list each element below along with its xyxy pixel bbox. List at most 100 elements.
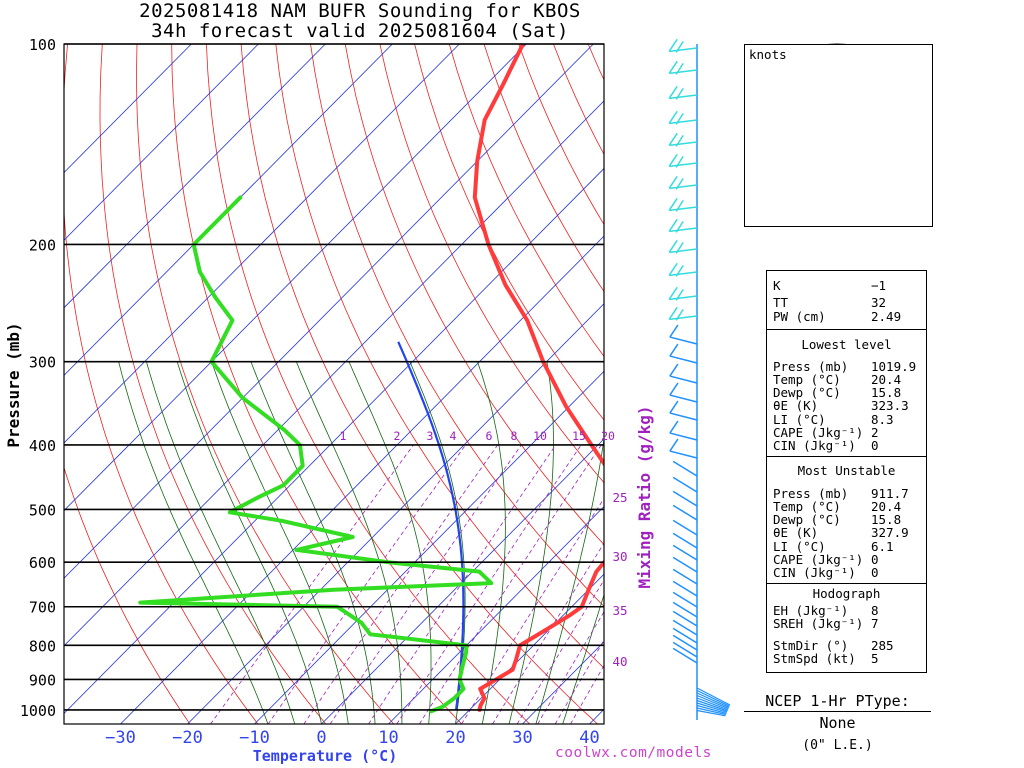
ptype-divider: [744, 711, 931, 712]
hodograph-units-label: knots: [749, 47, 787, 62]
isotherm: [64, 44, 594, 579]
mixing-ratio-label: 1: [340, 429, 347, 443]
wind-barb: [669, 141, 698, 147]
wind-barb-flag: [669, 363, 679, 377]
isotherm: [64, 44, 192, 174]
wind-barb-flag: [675, 264, 684, 277]
isotherm: [64, 44, 460, 444]
dry-adiabat: [310, 44, 604, 607]
moist-adiabat: [508, 361, 554, 724]
temperature-tick-label: 20: [445, 728, 465, 748]
wind-barb-flag: [668, 110, 678, 124]
mixing-ratio-line: [396, 444, 582, 724]
wind-barb: [672, 490, 698, 507]
wind-barb-flag: [669, 343, 679, 357]
mixing-ratio-label: 35: [612, 603, 627, 618]
wind-barb-flag: [675, 288, 684, 301]
wind-barb: [696, 692, 730, 708]
chart-title: 2025081418 NAM BUFR Sounding for KBOS: [139, 0, 581, 22]
pressure-tick-label: 900: [29, 671, 56, 689]
wind-barb: [669, 432, 698, 441]
pressure-tick-label: 100: [29, 36, 56, 54]
wind-barb: [669, 69, 698, 75]
pressure-tick-label: 200: [29, 236, 56, 254]
credit-text: coolwx.com/models: [555, 745, 712, 761]
temperature-tick-label: −30: [105, 728, 136, 748]
moist-adiabat: [348, 361, 432, 724]
wind-barb-flag: [675, 308, 684, 321]
plot-area: [64, 44, 1024, 724]
pressure-tick-label: 300: [29, 354, 56, 372]
wind-barb: [669, 315, 698, 321]
wind-barb-flag: [675, 40, 684, 53]
wind-barb: [669, 94, 698, 100]
wind-barb: [672, 556, 698, 573]
wind-barb-flag: [675, 134, 684, 147]
wind-barb: [669, 47, 698, 53]
isotherm: [187, 303, 604, 724]
isotherm: [64, 44, 393, 376]
moist-adiabat: [176, 361, 322, 724]
indices-panel: K −1 TT 32 PW (cm) 2.49 Lowest level Press …: [766, 270, 927, 673]
hodograph-panel: knots: [744, 44, 933, 227]
mixing-ratio-line: [267, 444, 466, 724]
wind-barb: [672, 568, 698, 585]
dry-adiabat: [1005, 44, 1024, 724]
temperature-profile: [472, 44, 604, 712]
pressure-tick-label: 500: [29, 501, 56, 519]
wind-barb: [669, 394, 698, 403]
wind-barb-flag: [675, 177, 684, 190]
wind-barb: [696, 694, 729, 710]
moist-adiabat: [250, 361, 376, 724]
wind-barb-flag: [668, 38, 678, 52]
temperature-tick-label: −10: [239, 728, 270, 748]
mixing-ratio-label: 40: [612, 654, 627, 669]
wind-barb-flag: [675, 220, 684, 233]
isotherm: [455, 573, 604, 724]
wind-barb: [669, 248, 698, 254]
wind-barb-flag: [668, 132, 678, 146]
wind-barb: [672, 619, 698, 636]
wind-barb-flag: [675, 62, 684, 75]
wind-barb-flag: [668, 239, 678, 253]
pressure-axis-label: Pressure (mb): [4, 322, 23, 447]
mixing-ratio-label: 20: [601, 429, 615, 443]
wind-barb-flag: [668, 60, 678, 74]
pressure-tick-label: 700: [29, 599, 56, 617]
mixing-ratio-label: 30: [612, 549, 627, 564]
wind-barb: [669, 412, 698, 421]
wind-barb-flag: [669, 400, 679, 414]
isotherm: [64, 44, 326, 309]
dry-adiabat: [344, 44, 604, 546]
wind-barb: [696, 707, 727, 716]
dry-adiabat: [99, 44, 327, 724]
moist-adiabat: [211, 361, 349, 724]
dry-adiabat: [240, 44, 598, 724]
temperature-axis-label: Temperature (°C): [253, 747, 398, 765]
dry-adiabat: [171, 44, 462, 724]
wind-barb: [672, 634, 698, 651]
wind-barb: [696, 697, 729, 711]
isotherm: [64, 44, 527, 512]
mixing-ratio-line: [210, 444, 414, 724]
dry-adiabat: [970, 44, 1024, 724]
mixing-ratio-line: [516, 579, 604, 724]
wind-barb: [672, 591, 698, 608]
mixing-ratio-label: 4: [450, 429, 457, 443]
wind-barb-flag: [675, 112, 684, 125]
wind-barb: [669, 119, 698, 125]
mixing-ratio-label: 25: [612, 490, 627, 505]
dry-adiabat: [206, 44, 530, 724]
wind-barb-flag: [669, 324, 679, 338]
wind-barb: [672, 601, 698, 618]
mixing-ratio-label: 8: [511, 429, 518, 443]
mixing-ratio-label: 15: [572, 429, 586, 443]
wind-barb: [669, 227, 698, 233]
dry-adiabat: [448, 44, 604, 358]
wind-barb: [672, 580, 698, 597]
dry-adiabat: [136, 44, 395, 724]
wind-barb: [696, 687, 731, 706]
wind-barb-flag: [669, 382, 679, 396]
